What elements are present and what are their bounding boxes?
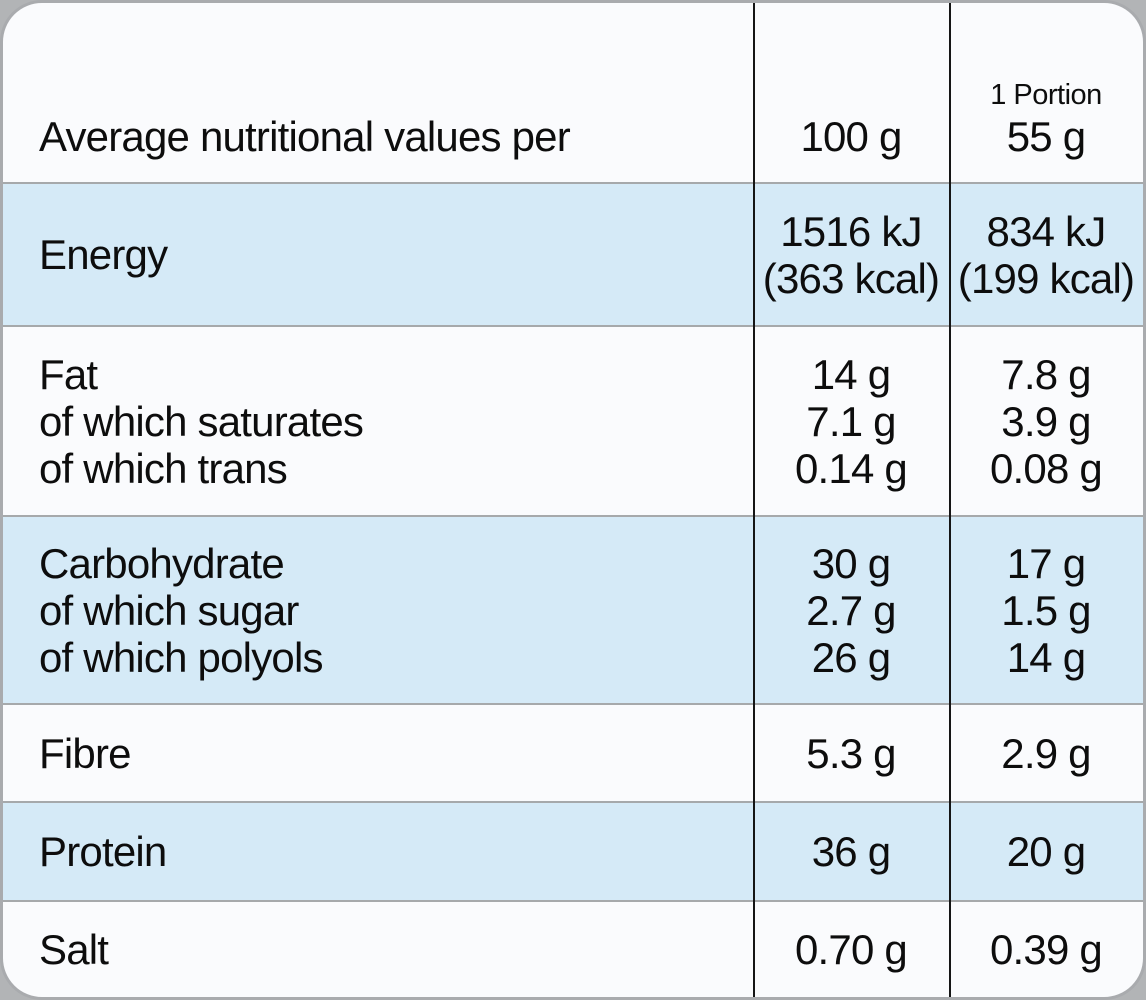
header-title: Average nutritional values per [39, 113, 571, 160]
row-per100-cell: 1516 kJ (363 kcal) [753, 208, 949, 302]
row-portion-cell: 0.39 g [949, 926, 1143, 973]
row-label-cell: Fibre [3, 730, 753, 777]
table-row-fat: Fat of which saturates of which trans 14… [3, 325, 1143, 515]
table-row-fibre: Fibre 5.3 g 2.9 g [3, 703, 1143, 801]
value-line: 17 g [1006, 539, 1086, 587]
header-portion: 1 Portion 55 g [949, 77, 1143, 182]
row-label: Protein [39, 828, 167, 875]
row-label-cell: Carbohydrate of which sugar of which pol… [3, 540, 753, 681]
value-line: 5.3 g [806, 729, 896, 777]
row-portion-cell: 20 g [949, 828, 1143, 875]
row-label: Fat [39, 350, 98, 398]
column-divider-per100 [753, 3, 755, 997]
value-line: 0.70 g [795, 926, 908, 973]
row-portion-cell: 834 kJ (199 kcal) [949, 208, 1143, 302]
table-row-salt: Salt 0.70 g 0.39 g [3, 900, 1143, 997]
row-sublabel: of which trans [39, 444, 288, 492]
value-line: (199 kcal) [957, 254, 1135, 302]
row-label: Energy [39, 231, 168, 278]
value-line: 2.7 g [806, 586, 896, 634]
value-line: 0.39 g [990, 926, 1103, 973]
value-line: 26 g [811, 633, 891, 681]
value-line: (363 kcal) [762, 254, 940, 302]
value-line: 1.5 g [1001, 586, 1091, 634]
row-per100-cell: 0.70 g [753, 926, 949, 973]
row-label: Fibre [39, 729, 132, 777]
row-per100-cell: 30 g 2.7 g 26 g [753, 540, 949, 681]
column-divider-portion [949, 3, 951, 997]
table-row-protein: Protein 36 g 20 g [3, 801, 1143, 900]
value-line: 14 g [1006, 633, 1086, 681]
header-portion-label: 1 Portion [990, 79, 1102, 111]
value-line: 7.1 g [806, 397, 896, 445]
row-sublabel: of which sugar [39, 586, 299, 634]
value-line: 0.14 g [795, 444, 908, 492]
row-label: Salt [39, 926, 109, 973]
row-per100-cell: 14 g 7.1 g 0.14 g [753, 351, 949, 492]
value-line: 0.08 g [990, 444, 1103, 492]
row-label-cell: Energy [3, 231, 753, 278]
row-label-cell: Protein [3, 828, 753, 875]
row-label-cell: Salt [3, 926, 753, 973]
value-line: 1516 kJ [780, 207, 922, 255]
value-line: 30 g [811, 539, 891, 587]
table-row-energy: Energy 1516 kJ (363 kcal) 834 kJ (199 kc… [3, 182, 1143, 325]
table-row-carbohydrate: Carbohydrate of which sugar of which pol… [3, 515, 1143, 703]
value-line: 36 g [811, 828, 891, 875]
row-portion-cell: 7.8 g 3.9 g 0.08 g [949, 351, 1143, 492]
row-label-cell: Fat of which saturates of which trans [3, 351, 753, 492]
header-portion-amount: 55 g [1006, 113, 1086, 160]
value-line: 14 g [811, 350, 891, 398]
row-sublabel: of which polyols [39, 633, 323, 681]
value-line: 20 g [1006, 828, 1086, 875]
value-line: 3.9 g [1001, 397, 1091, 445]
row-portion-cell: 2.9 g [949, 730, 1143, 777]
value-line: 2.9 g [1001, 729, 1091, 777]
row-portion-cell: 17 g 1.5 g 14 g [949, 540, 1143, 681]
value-line: 7.8 g [1001, 350, 1091, 398]
row-sublabel: of which saturates [39, 397, 364, 445]
value-line: 834 kJ [986, 207, 1107, 255]
table-header-row: Average nutritional values per 100 g 1 P… [3, 3, 1143, 182]
row-per100-cell: 5.3 g [753, 730, 949, 777]
row-label: Carbohydrate [39, 539, 285, 587]
row-per100-cell: 36 g [753, 828, 949, 875]
header-per100: 100 g [800, 113, 902, 160]
